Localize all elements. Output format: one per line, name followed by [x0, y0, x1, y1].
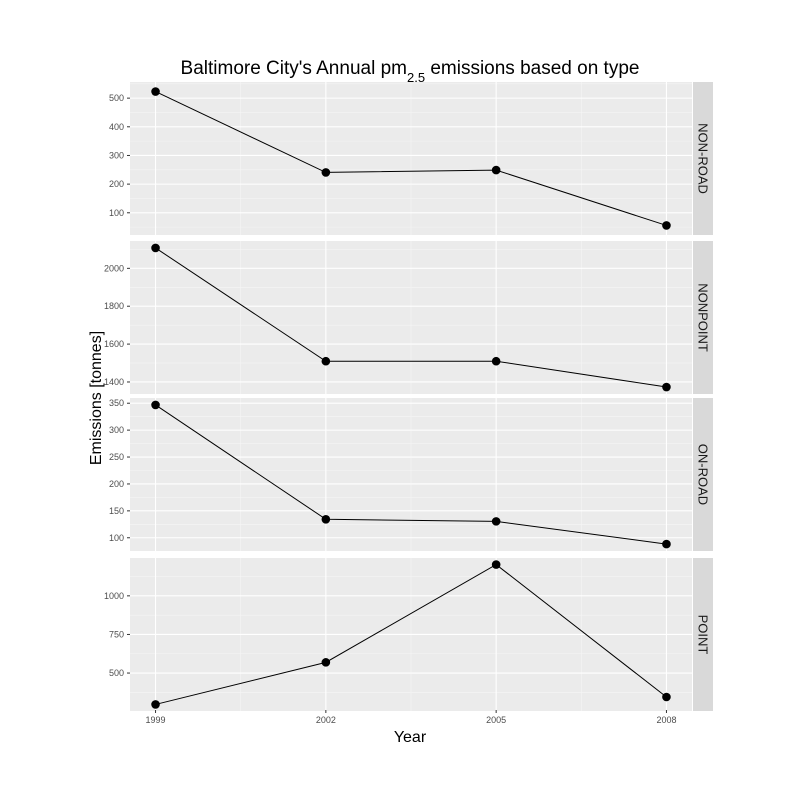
y-tick-label: 1600	[104, 339, 124, 349]
facet-strip-label: ON-ROAD	[696, 444, 711, 505]
data-point	[151, 243, 160, 253]
data-point	[662, 382, 671, 392]
series-line-non-road	[155, 91, 667, 226]
series-line-point	[155, 563, 667, 705]
y-tick-label: 400	[109, 122, 124, 132]
data-point	[491, 517, 501, 526]
data-point	[151, 700, 160, 709]
facet-strip-label: NONPOINT	[696, 283, 711, 352]
y-tick-label: 100	[109, 533, 124, 543]
y-tick-label: 1800	[104, 301, 124, 311]
x-tick-label: 2002	[316, 715, 336, 725]
x-tick-label: 2008	[656, 715, 676, 725]
facet-panel-nonpoint: 1400 1600 1800 2000 NONPOINT	[104, 241, 713, 394]
data-point	[491, 560, 501, 569]
y-tick-label: 350	[109, 398, 124, 408]
data-point	[662, 539, 671, 549]
data-point	[321, 168, 331, 177]
y-tick-label: 200	[109, 479, 124, 489]
data-point	[321, 356, 331, 366]
facet-strip-label: POINT	[696, 615, 711, 655]
facet-panel-point: 500 750 1000 POINT	[104, 558, 713, 711]
chart-title: Baltimore City's Annual pm2.5 emissions …	[181, 58, 640, 85]
data-point	[321, 514, 331, 524]
x-axis-title: Year	[394, 729, 427, 746]
data-point	[662, 221, 671, 230]
data-point	[662, 692, 671, 702]
y-tick-label: 250	[109, 452, 124, 462]
facet-strip	[693, 241, 713, 394]
data-point	[321, 658, 331, 667]
x-tick-label: 2005	[486, 715, 506, 725]
x-axis: 1999 2002 2005 2008	[146, 710, 676, 725]
facet-panel-on-road: 100 150 200 250 300 350 ON-ROAD	[109, 398, 713, 551]
y-tick-label: 100	[109, 208, 124, 218]
y-tick-label: 1400	[104, 377, 124, 387]
x-tick-label: 1999	[146, 715, 166, 725]
chart-title-subscript: 2.5	[407, 70, 425, 85]
y-tick-label: 200	[109, 179, 124, 189]
facet-strip-label: NON-ROAD	[696, 123, 711, 194]
y-tick-label: 2000	[104, 263, 124, 273]
y-tick-label: 300	[109, 150, 124, 160]
y-tick-label: 500	[109, 668, 124, 678]
facet-strip	[693, 558, 713, 711]
series-line-nonpoint	[155, 247, 667, 388]
y-tick-label: 1000	[104, 591, 124, 601]
facet-strip	[693, 398, 713, 551]
series-line-on-road	[155, 404, 667, 545]
chart-title-main: Baltimore City's Annual pm	[181, 58, 407, 79]
facet-strip	[693, 82, 713, 235]
y-tick-label: 500	[109, 93, 124, 103]
facet-panels: 100 200 300 400 500 NON-ROAD 1400 1600 1800 2000 N…	[104, 82, 713, 711]
data-point	[151, 87, 160, 96]
data-point	[151, 400, 160, 410]
y-tick-label: 300	[109, 425, 124, 435]
data-point	[491, 165, 501, 175]
chart-title-suffix: emissions based on type	[425, 58, 639, 79]
data-point	[491, 356, 501, 366]
y-axis-title: Emissions [tonnes]	[88, 331, 105, 465]
y-tick-label: 750	[109, 629, 124, 639]
y-tick-label: 150	[109, 506, 124, 516]
facet-panel-non-road: 100 200 300 400 500 NON-ROAD	[109, 82, 713, 235]
